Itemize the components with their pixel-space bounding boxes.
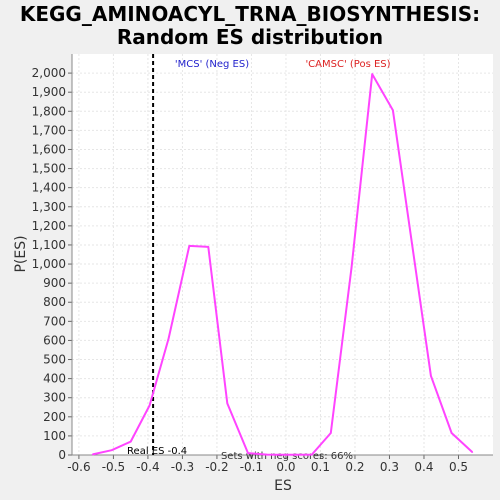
chart-title-line-2: Random ES distribution (117, 25, 383, 49)
x-tick-label: -0.2 (205, 460, 228, 474)
x-tick-label: -0.3 (171, 460, 194, 474)
y-tick-label: 800 (43, 295, 66, 309)
x-tick-label: -0.5 (102, 460, 125, 474)
data-point (471, 451, 474, 453)
y-tick-label: 500 (43, 353, 66, 367)
y-tick-label: 1,900 (32, 85, 66, 99)
data-point (148, 404, 151, 407)
y-tick-label: 1,200 (32, 219, 66, 233)
plot-area (72, 54, 493, 455)
data-point (330, 432, 332, 434)
data-point (226, 402, 229, 405)
data-point (371, 73, 374, 75)
y-tick-label: 1,400 (32, 181, 66, 195)
y-tick-label: 0 (58, 448, 66, 462)
data-point (430, 374, 432, 377)
y-tick-label: 1,300 (32, 200, 66, 214)
data-point (247, 452, 249, 454)
data-point (311, 453, 313, 456)
x-tick-label: 0.2 (345, 460, 364, 474)
x-tick-label: 0.4 (414, 460, 433, 474)
x-axis-label: ES (274, 478, 292, 494)
y-tick-label: 1,500 (32, 162, 66, 176)
data-point (411, 242, 413, 244)
data-point (207, 246, 210, 248)
data-point (167, 337, 170, 340)
y-tick-label: 2,000 (32, 66, 66, 80)
y-tick-label: 400 (43, 372, 66, 386)
y-tick-label: 1,000 (32, 257, 66, 271)
x-tick-label: 0.5 (449, 460, 468, 474)
x-tick-label: -0.4 (136, 460, 159, 474)
y-tick-label: 1,700 (32, 123, 66, 137)
neg-scores-percentage: Sets with neg scores: 66% (221, 451, 353, 462)
y-tick-label: 700 (43, 314, 66, 328)
data-point (129, 440, 132, 443)
x-tick-label: 0.3 (380, 460, 399, 474)
y-tick-label: 1,100 (32, 238, 66, 252)
y-tick-label: 1,800 (32, 104, 66, 118)
tick-labels: 0 100 200 300 400 500 600 700 800 900 1,000 1,100 1,… (32, 66, 468, 474)
y-tick-label: 900 (43, 276, 66, 290)
data-point (188, 245, 191, 247)
grid-lines (72, 54, 493, 456)
y-tick-label: 200 (43, 410, 66, 424)
series-layer (91, 73, 474, 456)
es-distribution-line (92, 73, 473, 456)
data-point (266, 453, 268, 456)
chart-title-line-1: KEGG_AMINOACYL_TRNA_BIOSYNTHESIS: (20, 2, 480, 26)
data-point (110, 449, 113, 452)
y-tick-label: 300 (43, 391, 66, 405)
x-tick-label: -0.1 (240, 460, 263, 474)
y-tick-label: 100 (43, 429, 66, 443)
x-tick-label: 0.0 (276, 460, 295, 474)
positive-es-label: 'CAMSC' (Pos ES) (305, 59, 390, 70)
y-tick-label: 1,600 (32, 142, 66, 156)
data-point (91, 453, 94, 456)
data-point (350, 267, 353, 269)
real-es-label: Real ES -0.4 (127, 446, 187, 457)
x-tick-label: 0.1 (311, 460, 330, 474)
negative-es-label: 'MCS' (Neg ES) (175, 59, 249, 70)
data-point (450, 432, 453, 434)
y-axis-label: P(ES) (13, 235, 29, 272)
data-point (392, 109, 394, 112)
y-tick-label: 600 (43, 333, 66, 347)
data-point (285, 454, 287, 456)
x-tick-label: -0.6 (67, 460, 90, 474)
